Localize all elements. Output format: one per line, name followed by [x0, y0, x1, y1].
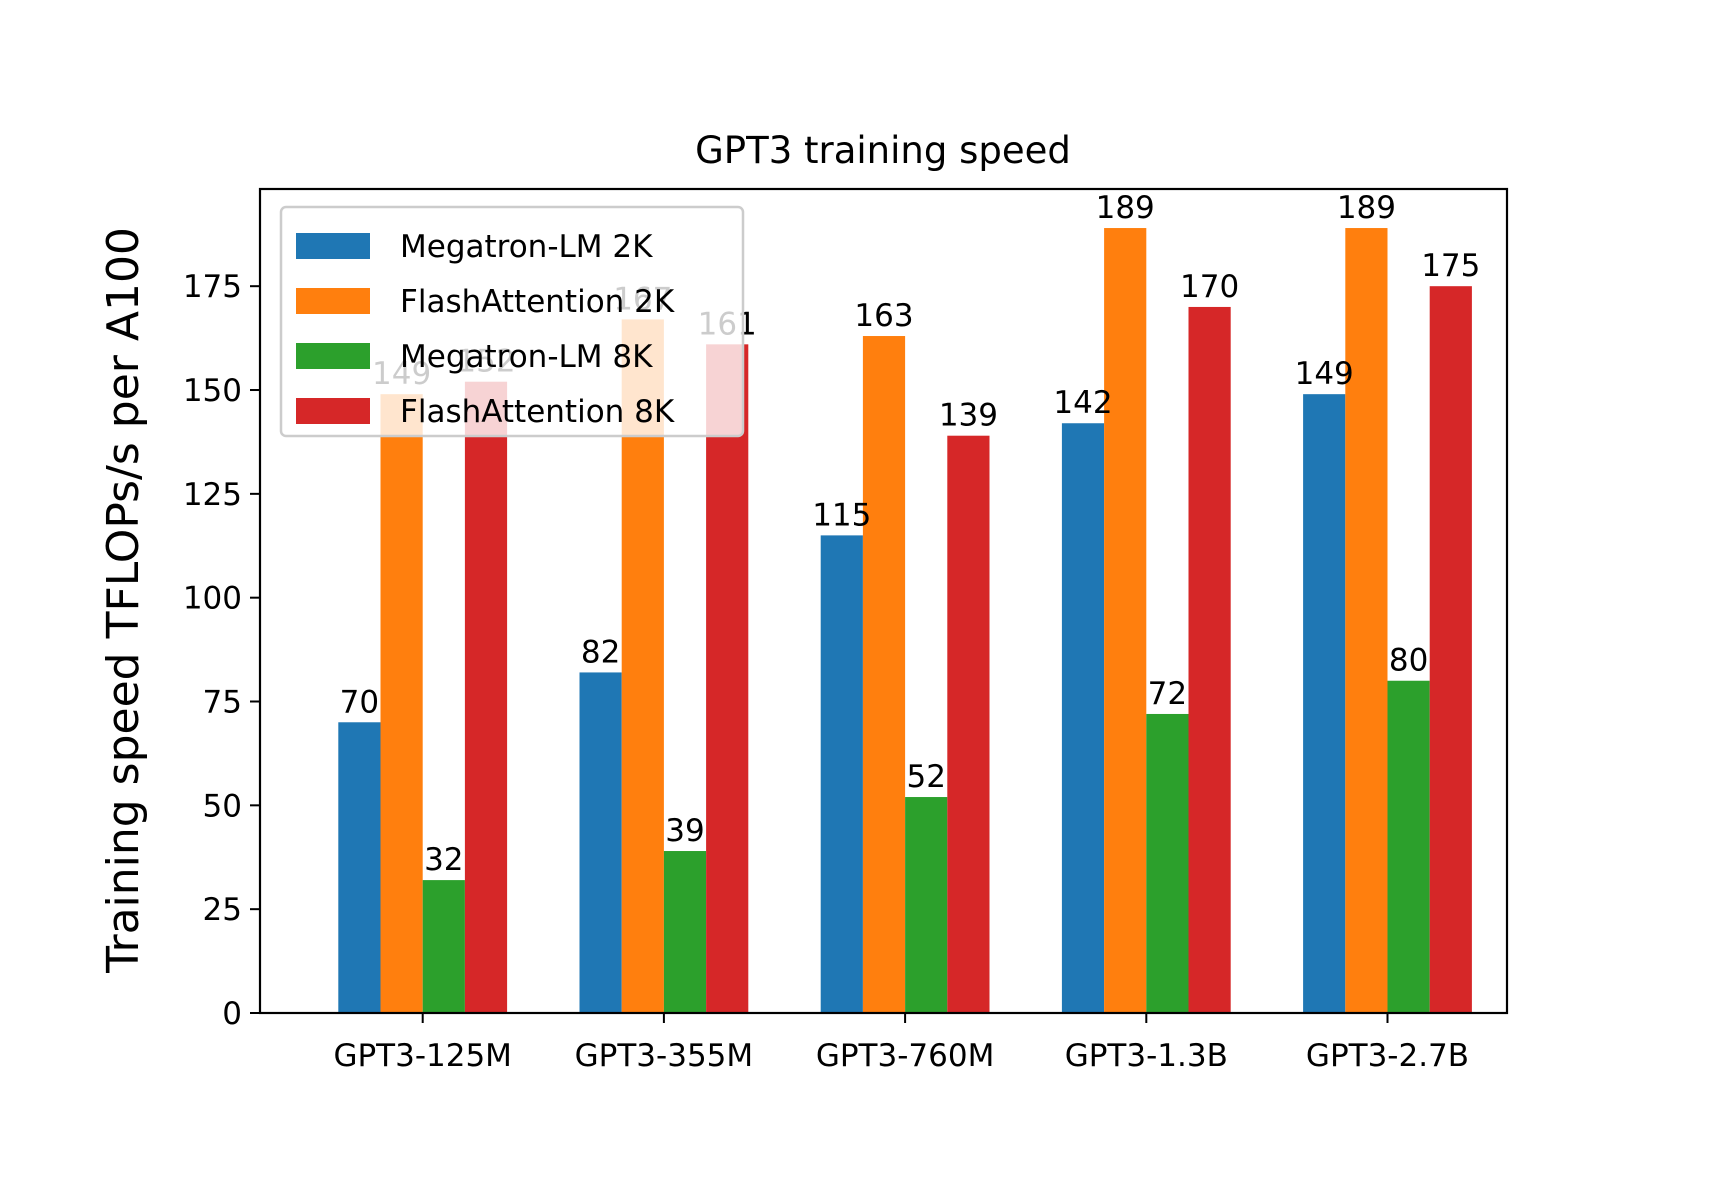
data-label: 189: [1337, 190, 1396, 226]
y-tick-label: 25: [203, 892, 242, 928]
bar: [1188, 306, 1231, 1013]
x-tick-label: GPT3-355M: [575, 1038, 753, 1074]
x-tick-label: GPT3-125M: [333, 1038, 511, 1074]
bar: [1146, 713, 1189, 1013]
data-label: 72: [1148, 676, 1187, 712]
data-label: 149: [1295, 356, 1354, 392]
bar: [579, 672, 622, 1013]
data-label: 70: [340, 684, 379, 720]
bar: [1104, 228, 1147, 1013]
bar: [338, 722, 381, 1013]
y-tick-label: 125: [183, 477, 242, 513]
bar: [380, 394, 423, 1014]
data-label: 115: [812, 497, 871, 533]
x-tick-label: GPT3-1.3B: [1065, 1038, 1228, 1074]
data-label: 189: [1096, 190, 1155, 226]
bar: [464, 381, 508, 1013]
bar: [820, 535, 863, 1013]
data-label: 170: [1180, 269, 1239, 305]
y-tick-label: 175: [183, 269, 242, 305]
bar: [905, 797, 948, 1013]
y-tick-label: 75: [203, 685, 242, 721]
bar: [422, 880, 465, 1013]
data-label: 82: [581, 634, 620, 670]
legend-label: Megatron-LM 8K: [400, 339, 653, 375]
bar: [862, 336, 906, 1014]
x-tick-label: GPT3-2.7B: [1306, 1038, 1469, 1074]
plot-frame: [258, 187, 1509, 1015]
data-label: 32: [424, 842, 463, 878]
bar: [663, 851, 707, 1013]
y-tick-label: 0: [222, 996, 242, 1032]
legend-label: FlashAttention 8K: [400, 394, 675, 430]
bar: [706, 344, 749, 1013]
data-label: 163: [854, 298, 913, 334]
bar: [947, 435, 990, 1013]
legend-label: Megatron-LM 2K: [400, 229, 653, 265]
legend-swatch: [296, 233, 370, 259]
bar: [1303, 394, 1346, 1014]
legend-label: FlashAttention 2K: [400, 284, 675, 320]
axes-layer: 0 25 50 75 100 125 150 175 GPT3-125M GPT3-355M GPT…: [183, 187, 1509, 1074]
bar: [1345, 228, 1388, 1013]
y-tick-label: 150: [183, 373, 242, 409]
data-label: 142: [1053, 385, 1112, 421]
bar: [1387, 680, 1430, 1013]
legend-swatch: [296, 398, 370, 424]
bar: [1061, 423, 1105, 1013]
data-label: 39: [665, 813, 704, 849]
y-tick-label: 100: [183, 581, 242, 617]
legend-swatch: [296, 288, 370, 314]
legend: Megatron-LM 2K FlashAttention 2K Megatron-…: [279, 205, 745, 438]
data-label: 80: [1389, 643, 1428, 679]
legend-box: [279, 205, 745, 438]
data-labels-layer: 7082115142149149167163189189323952728015…: [340, 190, 1481, 878]
data-label: 139: [939, 398, 998, 434]
bars-layer: [338, 228, 1472, 1014]
chart-title: GPT3 training speed: [695, 129, 1071, 172]
bar: [1429, 286, 1472, 1013]
legend-swatch: [296, 343, 370, 369]
data-label: 52: [906, 759, 945, 795]
data-label: 175: [1421, 248, 1480, 284]
x-tick-label: GPT3-760M: [816, 1038, 994, 1074]
y-tick-label: 50: [203, 788, 242, 824]
y-axis-label: Training speed TFLOPs/s per A100: [98, 227, 149, 974]
